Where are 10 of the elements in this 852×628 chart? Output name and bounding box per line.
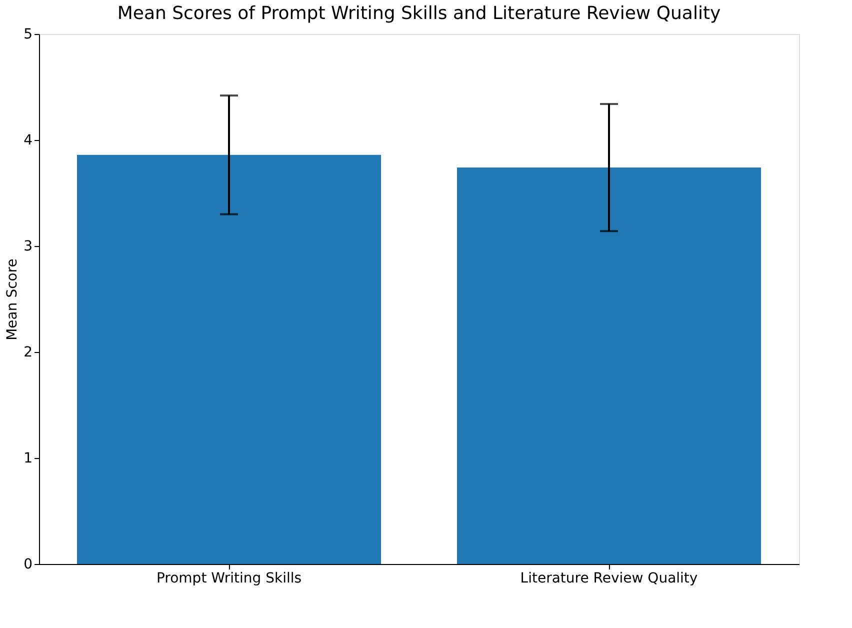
y-tick-label: 0 bbox=[24, 556, 32, 572]
y-tick-label: 2 bbox=[24, 344, 32, 360]
y-tick-label: 5 bbox=[24, 26, 32, 42]
y-tick-label: 4 bbox=[24, 132, 33, 148]
chart-title: Mean Scores of Prompt Writing Skills and Literature Review Quality bbox=[117, 3, 721, 24]
y-tick-label: 3 bbox=[24, 238, 32, 254]
x-tick-label: Literature Review Quality bbox=[520, 570, 698, 586]
y-axis-title: Mean Score bbox=[4, 258, 21, 340]
x-tick-label: Prompt Writing Skills bbox=[156, 570, 302, 586]
y-tick-label: 1 bbox=[24, 450, 32, 466]
